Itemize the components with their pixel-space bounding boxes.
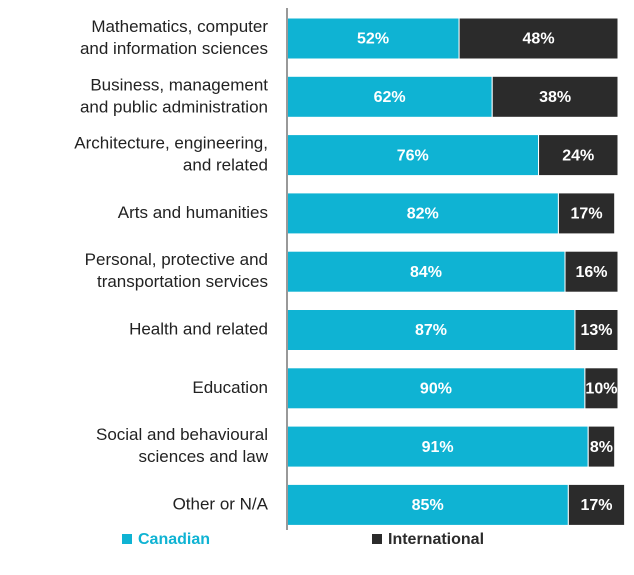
bar-segment <box>574 309 619 351</box>
value-label: 17% <box>571 206 603 223</box>
category-label: and related <box>183 156 268 175</box>
bar-segment <box>286 367 586 410</box>
legend-label: International <box>388 531 484 548</box>
value-label: 52% <box>357 31 389 48</box>
legend-swatch <box>372 534 382 544</box>
value-label: 8% <box>590 439 613 456</box>
category-label: Arts and humanities <box>118 203 268 222</box>
category-label: Personal, protective and <box>85 250 268 269</box>
value-label: 82% <box>407 206 439 223</box>
value-label: 76% <box>397 147 429 164</box>
bar-segment <box>557 192 616 235</box>
category-label: and information sciences <box>80 39 268 58</box>
value-label: 10% <box>585 381 617 398</box>
category-label: Education <box>192 378 268 397</box>
value-label: 91% <box>422 439 454 456</box>
category-label: Mathematics, computer <box>91 17 268 36</box>
value-label: 62% <box>374 89 406 106</box>
value-label: 16% <box>576 264 608 281</box>
bar-segment <box>584 367 619 410</box>
bar-segment <box>491 75 619 118</box>
category-label: and public administration <box>80 97 268 116</box>
value-label: 87% <box>415 322 447 339</box>
bar-segment <box>286 75 493 118</box>
category-label: Health and related <box>129 319 268 338</box>
value-label: 38% <box>539 89 571 106</box>
category-label: Other or N/A <box>173 494 269 513</box>
legend-label: Canadian <box>138 531 210 548</box>
value-label: 17% <box>580 497 612 514</box>
bar-segment <box>286 134 540 177</box>
value-label: 90% <box>420 381 452 398</box>
category-label: sciences and law <box>139 447 269 466</box>
bar-segment <box>587 425 616 468</box>
bar-segment <box>564 250 619 293</box>
bar-segment <box>286 192 559 235</box>
value-label: 13% <box>580 322 612 339</box>
category-label: Business, management <box>90 75 268 94</box>
value-label: 85% <box>412 497 444 514</box>
bar-segment <box>567 483 626 526</box>
bar-segment <box>538 134 619 177</box>
category-label: Architecture, engineering, <box>74 134 268 153</box>
bar-segment <box>458 17 619 60</box>
legend-swatch <box>122 534 132 544</box>
category-label: transportation services <box>97 272 268 291</box>
value-label: 84% <box>410 264 442 281</box>
value-label: 48% <box>523 31 555 48</box>
bar-segment <box>286 17 460 60</box>
value-label: 24% <box>562 147 594 164</box>
category-label: Social and behavioural <box>96 425 268 444</box>
